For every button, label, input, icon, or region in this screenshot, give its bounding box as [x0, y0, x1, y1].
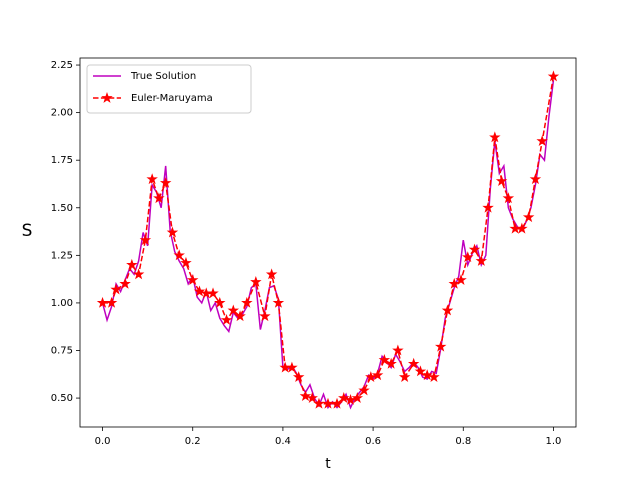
point-marker [529, 173, 542, 185]
x-tick-label: 0.6 [365, 436, 381, 447]
point-marker [516, 222, 528, 234]
point-marker [351, 392, 364, 403]
point-marker [344, 393, 357, 405]
y-tick-label: 0.50 [51, 393, 73, 404]
point-marker [227, 304, 240, 316]
point-marker [365, 371, 377, 383]
legend-label: Euler-Maruyama [131, 93, 213, 104]
point-marker [398, 371, 411, 383]
point-marker [385, 357, 397, 369]
x-tick-label: 1.0 [546, 436, 562, 447]
y-tick-label: 1.50 [51, 203, 73, 214]
point-marker [241, 296, 253, 308]
series-line [102, 76, 555, 405]
point-marker [414, 365, 427, 377]
point-marker [180, 256, 192, 268]
point-marker [322, 397, 334, 409]
plot-frame [79, 57, 577, 428]
point-marker [547, 70, 560, 82]
point-marker [186, 274, 199, 285]
point-marker [259, 310, 271, 322]
y-tick-label: 1.00 [51, 298, 73, 309]
y-axis-label: S [22, 221, 33, 241]
point-marker [462, 251, 474, 263]
legend-marker [101, 91, 113, 103]
point-marker [126, 258, 138, 270]
point-marker [250, 275, 262, 287]
point-marker [392, 344, 404, 356]
point-marker [407, 357, 420, 369]
point-marker [306, 392, 318, 403]
point-marker [502, 192, 515, 204]
point-marker [214, 296, 226, 308]
point-marker [441, 304, 454, 316]
legend-box [86, 64, 252, 114]
series-line [101, 80, 555, 410]
point-marker [421, 369, 433, 381]
point-marker [146, 173, 158, 185]
point-marker [455, 274, 467, 285]
x-tick-label: 0.0 [95, 436, 111, 447]
x-axis-label: t [325, 456, 331, 472]
point-marker [139, 234, 152, 245]
point-marker [522, 211, 535, 223]
point-marker [313, 397, 325, 409]
point-marker [292, 371, 305, 383]
point-marker [207, 287, 219, 299]
x-tick-label: 0.4 [275, 436, 291, 447]
point-marker [475, 255, 488, 266]
point-marker [132, 268, 145, 280]
point-marker [358, 384, 370, 396]
point-marker [299, 390, 312, 402]
point-marker [489, 131, 501, 143]
point-marker [119, 277, 131, 289]
point-marker [234, 310, 246, 322]
point-marker [173, 249, 185, 261]
point-marker [272, 296, 285, 308]
point-marker [482, 201, 494, 213]
point-marker [265, 268, 278, 280]
y-tick-label: 1.75 [51, 155, 73, 166]
y-tick-label: 2.25 [51, 60, 73, 71]
point-marker [378, 353, 391, 365]
point-marker [286, 361, 298, 373]
point-marker [495, 175, 508, 187]
y-tick-label: 1.25 [51, 250, 73, 261]
x-tick-label: 0.8 [455, 436, 471, 447]
legend-label: True Solution [130, 71, 196, 82]
point-marker [371, 369, 384, 381]
point-marker [220, 314, 233, 325]
point-marker [110, 283, 122, 295]
point-marker [96, 296, 109, 308]
point-marker [166, 226, 179, 238]
point-marker [434, 340, 447, 352]
point-marker [536, 135, 548, 147]
point-marker [448, 277, 460, 289]
point-marker [193, 285, 206, 297]
point-marker [105, 296, 118, 308]
point-marker [468, 243, 481, 255]
y-tick-label: 0.75 [51, 345, 73, 356]
point-marker [428, 371, 440, 383]
point-marker [153, 192, 165, 204]
point-marker [159, 177, 172, 188]
point-marker [331, 397, 343, 409]
x-tick-label: 0.2 [185, 436, 201, 447]
y-tick-label: 2.00 [51, 108, 73, 119]
point-marker [338, 392, 350, 403]
